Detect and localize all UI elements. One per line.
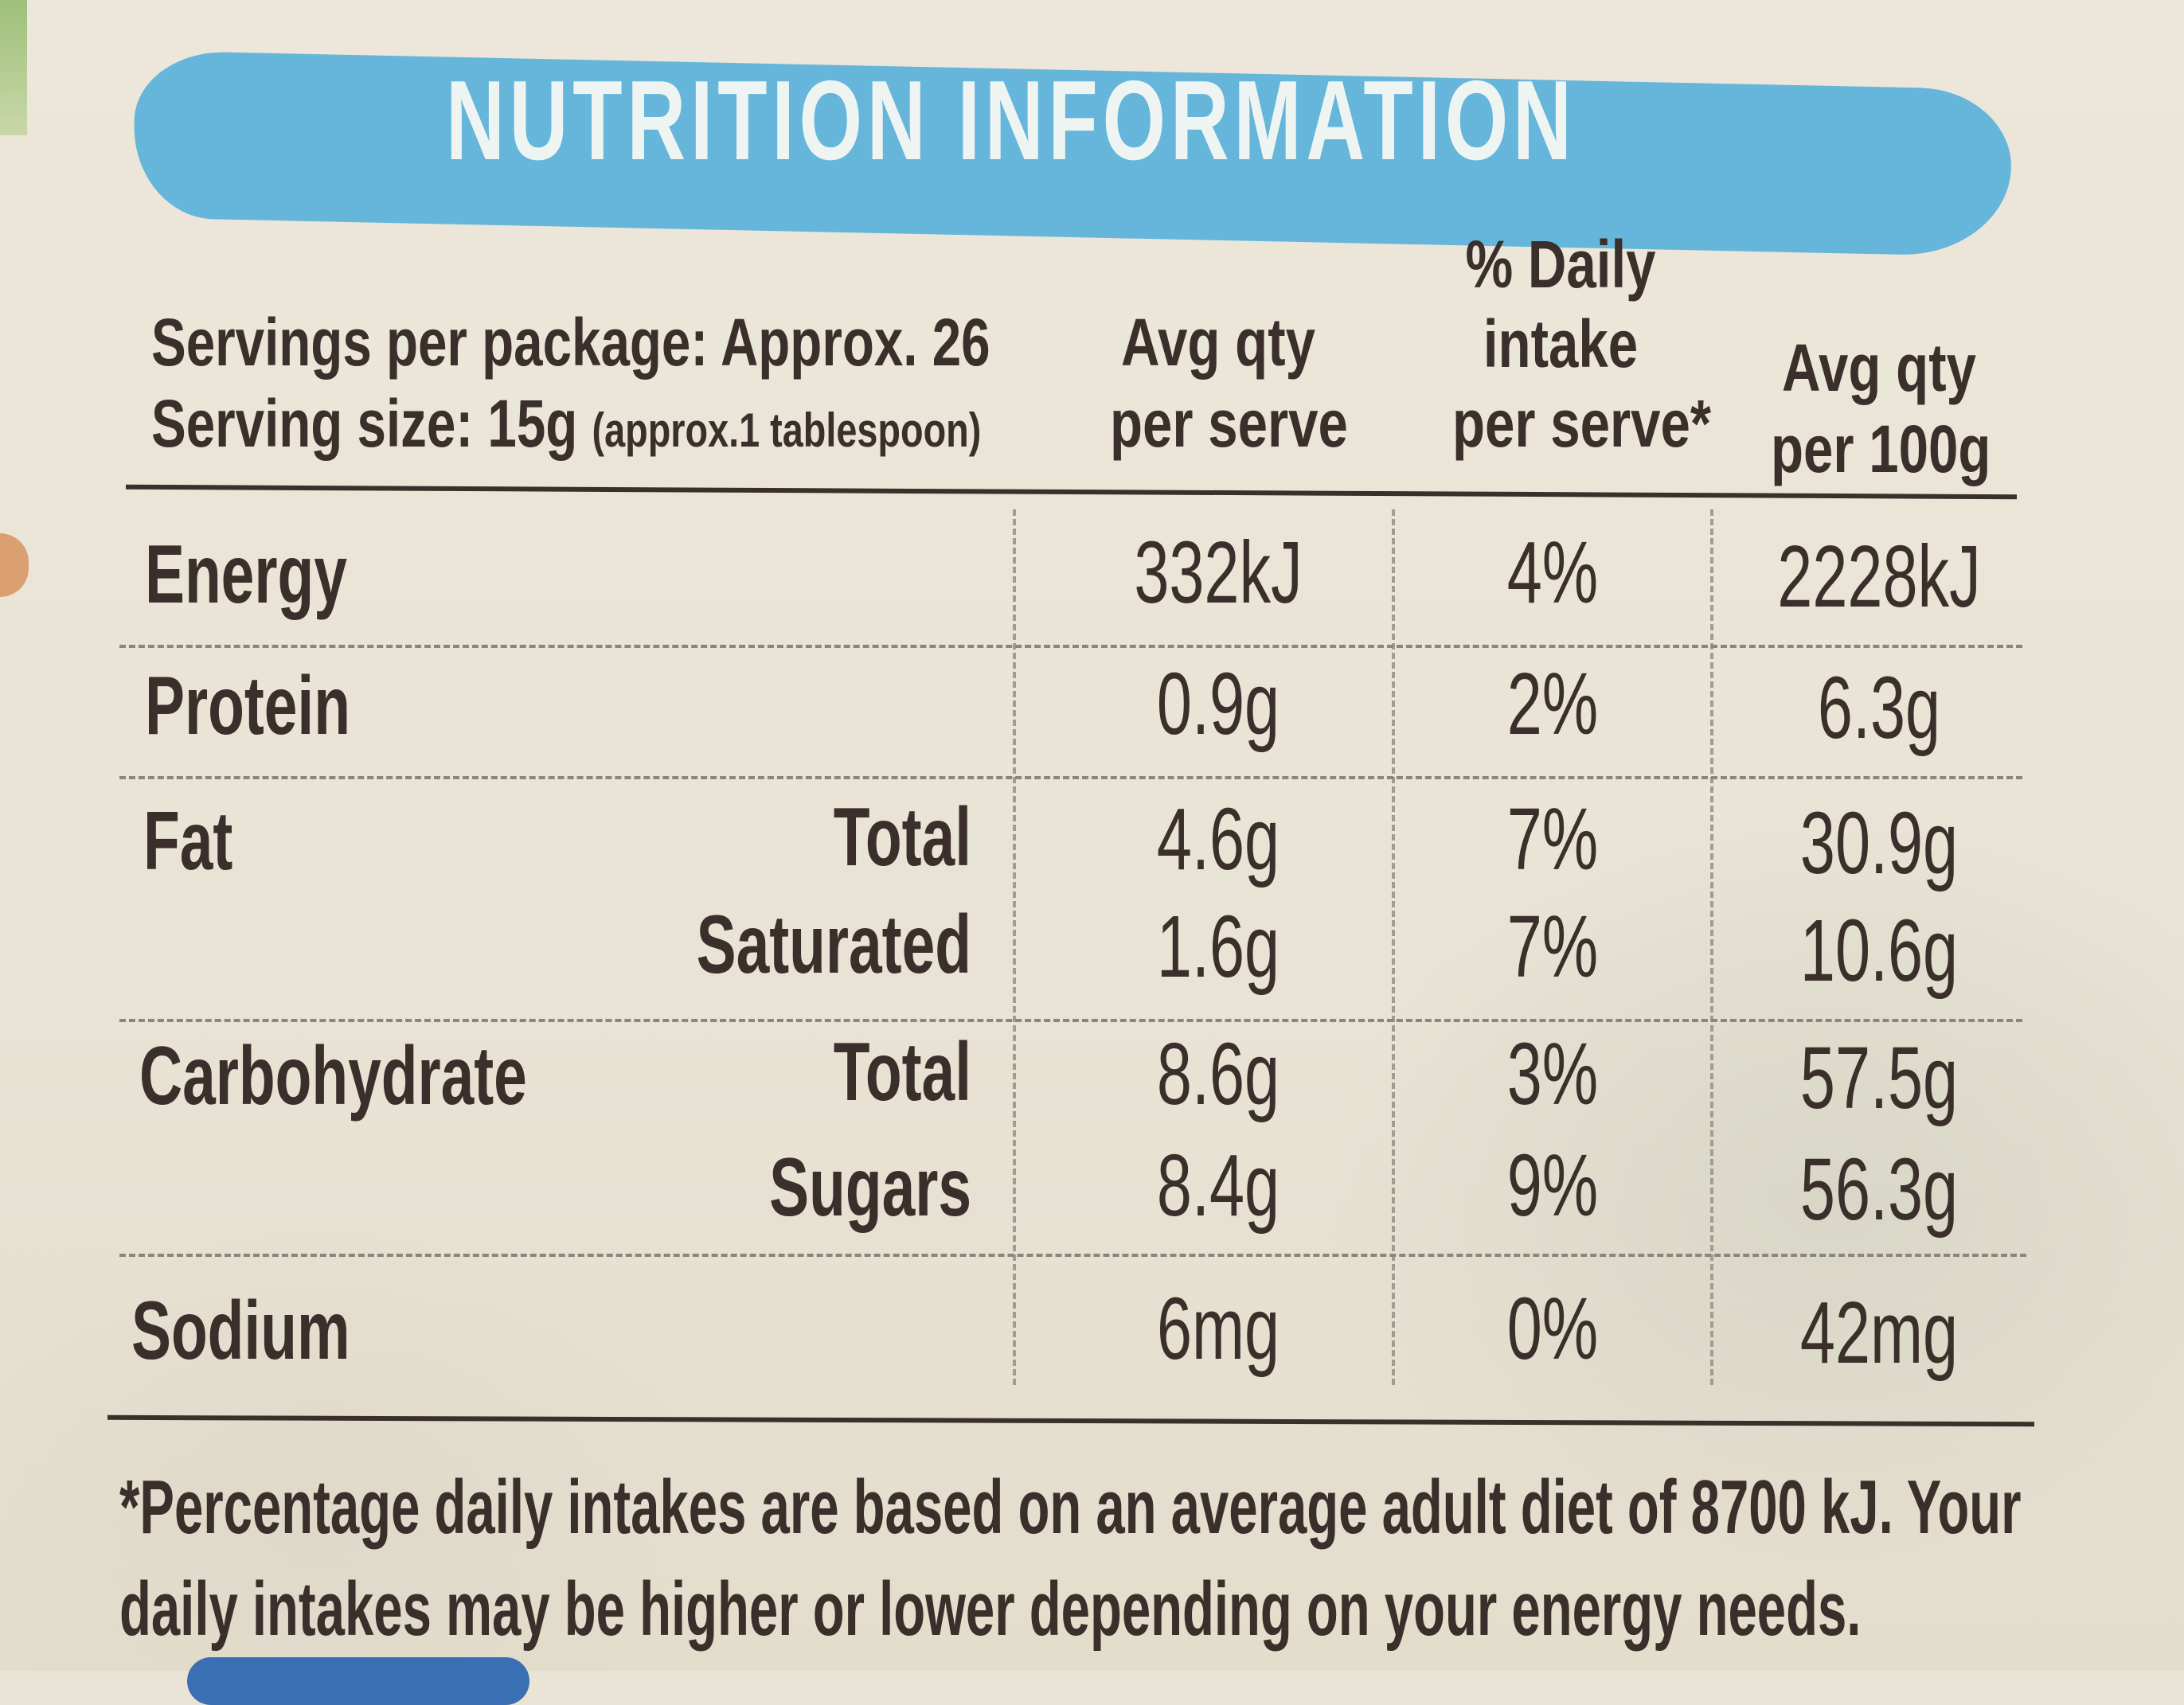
row-label-carbohydrate: Carbohydrate — [139, 1030, 527, 1122]
fat-saturated-daily-intake: 7% — [1506, 898, 1599, 996]
serving-size: Serving size: 15g (approx.1 tablespoon) — [151, 390, 981, 457]
row-label-fat: Fat — [143, 795, 233, 888]
col-header-per-serve-line1: Avg qty — [1121, 305, 1315, 380]
carbohydrate-sugars-sub-label: Sugars — [769, 1141, 971, 1234]
carbohydrate-total-per-serve: 8.6g — [1156, 1025, 1280, 1123]
carbohydrate-sugars-per-100g: 56.3g — [1799, 1141, 1959, 1239]
row-label-protein: Protein — [145, 660, 350, 752]
col-header-daily-line3: per serve* — [1452, 386, 1712, 461]
serving-size-text: Serving size: 15g — [151, 386, 578, 461]
nutrition-title: NUTRITION INFORMATION — [446, 57, 1576, 184]
servings-per-package: Servings per package: Approx. 26 — [151, 305, 990, 380]
carbohydrate-sugars-per-serve: 8.4g — [1156, 1137, 1280, 1235]
footnote-line-2: daily intakes may be higher or lower dep… — [119, 1566, 1862, 1652]
fat-total-sub-label: Total — [833, 791, 971, 884]
fat-total-daily-intake: 7% — [1506, 790, 1599, 888]
col-header-per100g-line2: per 100g — [1771, 412, 1991, 486]
serving-size-note: (approx.1 tablespoon) — [592, 404, 982, 457]
protein-per-100g: 6.3g — [1817, 659, 1941, 757]
sodium-per-100g: 42mg — [1799, 1284, 1959, 1382]
blue-edge-decoration — [187, 1657, 529, 1705]
green-edge-decoration — [0, 0, 27, 135]
carbohydrate-total-sub-label: Total — [833, 1026, 971, 1118]
col-header-per-serve-line2: per serve — [1110, 386, 1348, 461]
row-divider-protein — [119, 776, 2022, 779]
footnote-line-1: *Percentage daily intakes are based on a… — [119, 1465, 2022, 1550]
protein-daily-intake: 2% — [1506, 655, 1599, 753]
fat-total-per-100g: 30.9g — [1799, 794, 1959, 892]
column-divider-2 — [1392, 509, 1395, 1385]
row-label-energy: Energy — [145, 529, 347, 621]
sodium-per-serve: 6mg — [1156, 1280, 1280, 1378]
fat-saturated-per-serve: 1.6g — [1156, 898, 1280, 996]
energy-daily-intake: 4% — [1506, 524, 1599, 622]
column-divider-1 — [1013, 509, 1016, 1385]
col-header-daily-line1: % Daily — [1465, 227, 1656, 302]
sodium-daily-intake: 0% — [1506, 1280, 1599, 1378]
energy-per-100g: 2228kJ — [1777, 528, 1981, 626]
row-divider-fat — [119, 1019, 2022, 1022]
carbohydrate-sugars-daily-intake: 9% — [1506, 1137, 1599, 1235]
fat-saturated-per-100g: 10.6g — [1799, 902, 1959, 1000]
col-header-per100g-line1: Avg qty — [1782, 330, 1976, 405]
fat-saturated-sub-label: Saturated — [696, 899, 971, 991]
carbohydrate-total-per-100g: 57.5g — [1799, 1029, 1959, 1127]
column-divider-3 — [1710, 509, 1713, 1385]
energy-per-serve: 332kJ — [1134, 524, 1303, 622]
row-divider-carbohydrate — [119, 1254, 2026, 1257]
footnote: *Percentage daily intakes are based on a… — [119, 1457, 2062, 1660]
row-divider-energy — [119, 645, 2022, 648]
fat-total-per-serve: 4.6g — [1156, 790, 1280, 888]
carbohydrate-total-daily-intake: 3% — [1506, 1025, 1599, 1123]
col-header-daily-line2: intake — [1483, 306, 1639, 381]
row-label-sodium: Sodium — [131, 1285, 350, 1377]
protein-per-serve: 0.9g — [1156, 655, 1280, 753]
